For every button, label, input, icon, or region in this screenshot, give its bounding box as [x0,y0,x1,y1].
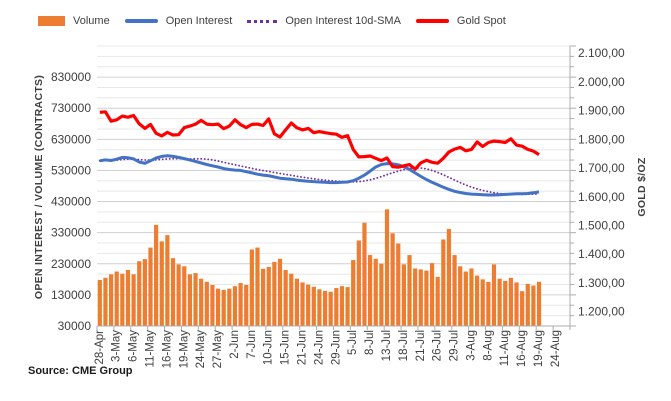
right-tick-label: 1.900,00 [578,104,625,118]
right-tick-label: 2.100,00 [578,46,625,60]
open-interest-line-icon [124,19,158,23]
volume-swatch-icon [38,16,65,26]
x-tick-label: 18-Jul [398,330,410,361]
right-tick-label: 1.300,00 [578,276,625,290]
right-tick-label: 1.400,00 [578,247,625,261]
x-tick-label: 11-May [145,330,157,368]
x-tick-label: 2-Jun [229,330,241,359]
oi-sma-line [98,157,540,196]
x-tick-label: 24-May [195,330,207,369]
legend-item-oi-sma: Open Interest 10d-SMA [247,15,401,27]
x-tick-label: 8-Aug [482,330,494,361]
x-tick-label: 6-May [128,330,140,362]
left-tick-label: 430000 [51,195,91,209]
x-tick-label: 29-Jun [330,330,342,365]
legend-label-volume: Volume [73,15,110,27]
chart-legend: Volume Open Interest Open Interest 10d-S… [38,13,506,29]
right-tick-label: 1.800,00 [578,132,625,146]
x-tick-label: 5-Jul [347,330,359,355]
right-tick-label: 2.000,00 [578,75,625,89]
gridlines [97,45,570,317]
legend-item-volume: Volume [38,15,110,27]
left-tick-label: 630000 [51,132,91,146]
legend-label-gold-spot: Gold Spot [456,15,506,27]
x-tick-label: 24-Aug [550,330,562,367]
open-interest-line [99,154,540,197]
x-tick-label: 10-Jun [263,330,275,365]
right-tick-label: 1.600,00 [578,190,625,204]
x-tick-label: 29-Jul [449,330,461,361]
right-tick-label: 1.700,00 [578,161,625,175]
legend-label-open-interest: Open Interest [165,15,233,27]
x-tick-label: 28-Apr [94,330,106,365]
x-tick-label: 24-Jun [313,330,325,365]
x-tick-label: 26-Jul [432,330,444,361]
left-axis-title: OPEN INTEREST / VOLUME (CONTRACTS) [33,74,45,300]
axes [96,45,576,330]
legend-item-open-interest: Open Interest [124,15,233,27]
x-tick-label: 7-Jun [246,330,258,359]
source-note: Source: CME Group [28,365,133,377]
right-axis-title: GOLD $/OZ [636,157,648,217]
x-tick-label: 13-Jul [381,330,393,361]
x-tick-label: 8-Jul [364,330,376,355]
gold-spot-line-icon [415,19,449,23]
left-tick-label: 830000 [51,70,91,84]
right-tick-label: 1.200,00 [578,305,625,319]
left-tick-label: 530000 [51,163,91,177]
tick-labels: 830000 730000 630000 530000 430000 330000 2300… [51,46,625,368]
volume-bars [97,209,542,326]
left-tick-label: 330000 [51,226,91,240]
x-tick-label: 3-May [111,330,123,362]
x-tick-label: 27-May [212,330,224,369]
x-tick-label: 19-May [178,330,190,369]
left-tick-label: 130000 [51,288,91,302]
x-tick-label: 16-Aug [516,330,528,367]
left-tick-label: 230000 [51,257,91,271]
left-tick-label: 730000 [51,101,91,115]
x-tick-label: 19-Aug [533,330,545,367]
x-tick-label: 21-Jun [297,330,309,365]
x-tick-label: 16-May [161,330,173,369]
right-tick-label: 1.500,00 [578,218,625,232]
legend-label-oi-sma: Open Interest 10d-SMA [285,15,401,27]
x-tick-label: 15-Jun [280,330,292,365]
gold-spot-line [99,110,540,171]
oi-sma-dotted-line-icon [247,19,278,23]
x-tick-label: 21-Jul [415,330,427,361]
legend-item-gold-spot: Gold Spot [415,15,506,27]
x-tick-label: 11-Aug [499,330,511,366]
left-tick-label: 30000 [58,319,92,333]
x-tick-label: 3-Aug [466,330,478,361]
